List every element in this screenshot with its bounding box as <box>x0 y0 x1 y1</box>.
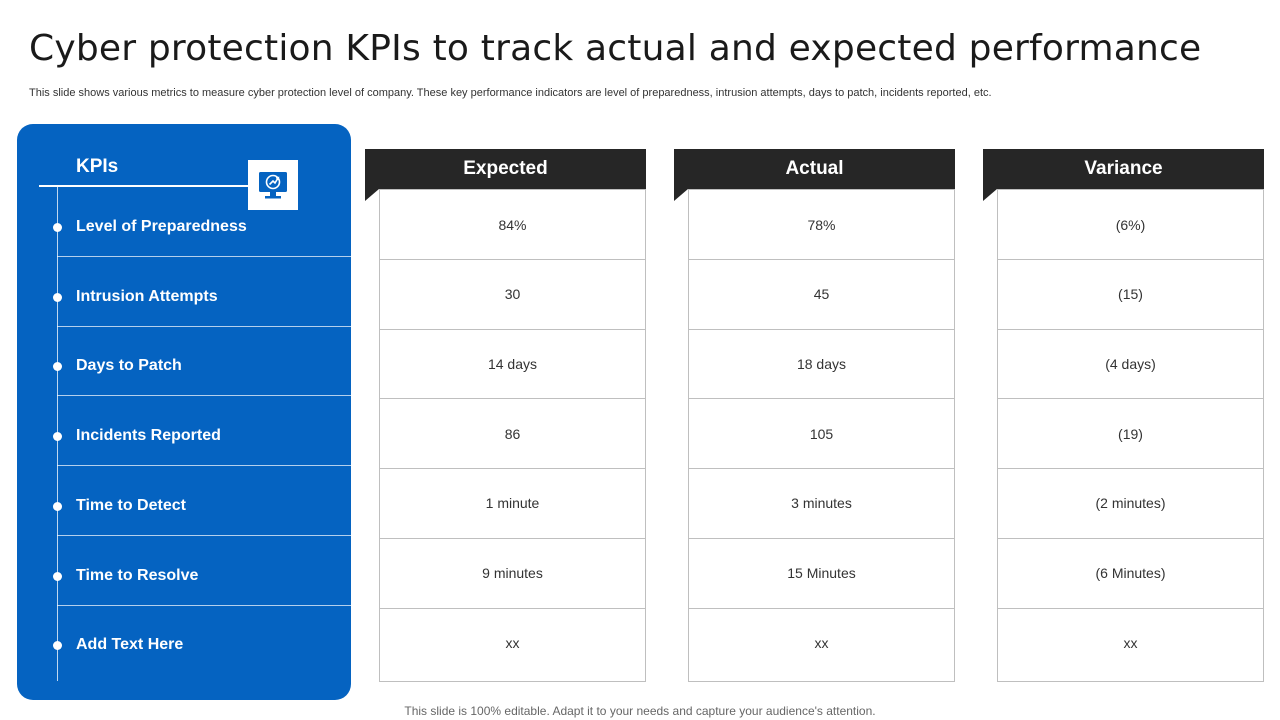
value-cell: xx <box>814 635 829 652</box>
kpi-label: Incidents Reported <box>76 427 221 445</box>
kpi-separator <box>57 534 351 536</box>
kpi-bullet-dot <box>53 432 62 442</box>
kpi-separator <box>57 325 351 327</box>
value-cell: (19) <box>998 399 1263 470</box>
value-cell: xx <box>505 635 520 652</box>
kpi-bullet-dot <box>53 501 62 511</box>
kpi-item: Time to Detect <box>53 466 351 536</box>
kpi-item: Add Text Here <box>53 605 351 675</box>
kpi-bullet-dot <box>53 362 62 372</box>
kpi-label: Days to Patch <box>76 357 182 375</box>
kpi-panel: KPIs Level of Preparedness Intrusion Atte… <box>17 124 351 700</box>
value-cell: 9 minutes <box>380 539 645 609</box>
value-cell: 30 <box>380 260 645 330</box>
column-body: (6%) (15) (4 days) (19) (2 minutes) (6 Minute… <box>997 189 1264 682</box>
kpi-label: Level of Preparedness <box>76 218 247 235</box>
value-cell: 15 Minutes <box>689 539 954 609</box>
page-title: Cyber protection KPIs to track actual an… <box>29 28 1202 69</box>
footer-note: This slide is 100% editable. Adapt it to… <box>404 704 876 718</box>
value-cell: 3 minutes <box>689 469 954 539</box>
kpi-label: Time to Detect <box>76 496 186 514</box>
value-cell: (2 minutes) <box>998 469 1263 539</box>
column-header: Actual <box>674 149 955 189</box>
kpi-item: Incidents Reported <box>53 396 351 467</box>
value-cell: 45 <box>689 260 954 330</box>
kpi-separator <box>57 604 351 606</box>
kpi-separator <box>57 465 351 467</box>
kpi-item: Intrusion Attempts <box>53 257 351 327</box>
kpi-item: Days to Patch <box>53 326 351 397</box>
value-cell: 18 days <box>689 329 954 400</box>
kpi-item: Level of Preparedness <box>53 187 351 257</box>
value-cell: xx <box>1123 635 1138 652</box>
header-fold-decoration <box>365 189 379 201</box>
value-cell: (6 Minutes) <box>998 539 1263 609</box>
kpi-heading-underline <box>39 185 257 187</box>
kpi-label: Intrusion Attempts <box>76 287 218 305</box>
value-cell: 14 days <box>380 329 645 400</box>
value-cell: (15) <box>998 260 1263 330</box>
value-cell: 78% <box>689 190 954 260</box>
header-fold-decoration <box>674 189 688 201</box>
kpi-bullet-dot <box>53 571 62 581</box>
value-cell: 105 <box>689 399 954 470</box>
value-cell: 84% <box>380 190 645 260</box>
column-variance: Variance (6%) (15) (4 days) (19) (2 minutes)(… <box>983 149 1264 682</box>
kpi-bullet-dot <box>53 641 62 651</box>
header-fold-decoration <box>983 189 997 201</box>
column-header: Expected <box>365 149 646 189</box>
value-cell: 1 minute <box>380 469 645 539</box>
kpi-bullet-dot <box>53 223 62 232</box>
page-subtitle: This slide shows various metrics to meas… <box>29 87 992 99</box>
kpi-label: Add Text Here <box>76 636 184 654</box>
kpi-label: Time to Resolve <box>76 566 199 584</box>
value-cell: (6%) <box>998 190 1263 260</box>
column-actual: Actual 78% 45 18 days 105 3 minutes 15 Minutes… <box>674 149 955 682</box>
kpi-bullet-dot <box>53 292 62 302</box>
kpi-separator <box>57 395 351 397</box>
kpi-separator <box>57 256 351 257</box>
column-header: Variance <box>983 149 1264 189</box>
column-body: 78% 45 18 days 105 3 minutes 15 Minutes xx <box>688 189 955 682</box>
column-expected: Expected 84% 30 14 days 86 1 minute 9 minutes x… <box>365 149 646 682</box>
value-cell: 86 <box>380 399 645 470</box>
kpi-heading: KPIs <box>76 156 119 177</box>
value-cell: (4 days) <box>998 329 1263 400</box>
column-body: 84% 30 14 days 86 1 minute 9 minutes xx <box>379 189 646 682</box>
kpi-item: Time to Resolve <box>53 536 351 606</box>
monitor-security-icon <box>248 160 298 210</box>
